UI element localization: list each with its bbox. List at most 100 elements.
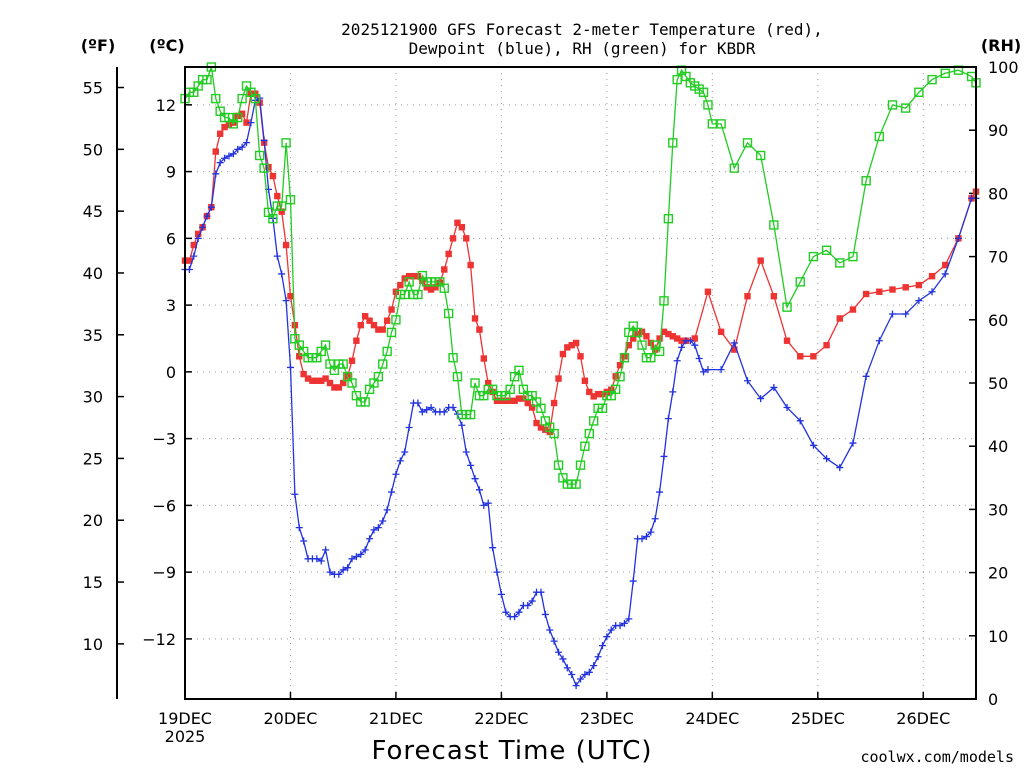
temperature-point	[691, 335, 698, 342]
celsius-tick-label: 3	[166, 296, 176, 315]
temperature-point	[322, 375, 329, 382]
celsius-unit-label: (ºC)	[149, 36, 184, 55]
chart-title-line2: Dewpoint (blue), RH (green) for KBDR	[409, 39, 756, 58]
temperature-point	[564, 344, 571, 351]
dewpoint-point	[941, 270, 949, 278]
fahrenheit-tick-label: 30	[83, 388, 103, 407]
celsius-tick-label: −9	[152, 563, 176, 582]
dewpoint-point	[401, 448, 409, 456]
dewpoint-point	[620, 619, 628, 627]
rh-point	[615, 371, 625, 382]
dewpoint-point	[678, 343, 686, 351]
temperature-point	[836, 315, 843, 322]
dewpoint-point	[493, 568, 501, 576]
temperature-point	[559, 350, 567, 358]
temperature-point	[731, 346, 738, 353]
rh-point	[360, 397, 370, 407]
dewpoint-point	[875, 337, 883, 345]
dewpoint-point	[212, 170, 220, 178]
temperature-point	[660, 328, 668, 336]
temperature-point	[528, 404, 536, 411]
temperature-point	[313, 377, 321, 384]
temperature-point	[423, 284, 430, 291]
temperature-point	[212, 148, 219, 155]
dewpoint-point	[497, 590, 505, 598]
dewpoint-point	[418, 408, 426, 416]
dewpoint-point	[370, 526, 378, 534]
temperature-point	[353, 337, 360, 344]
rh-point	[571, 479, 581, 489]
temperature-point	[441, 266, 448, 273]
dewpoint-point	[286, 363, 294, 371]
rh-point	[553, 460, 564, 470]
dewpoint-point	[691, 341, 699, 349]
temperature-point	[190, 241, 197, 249]
temperature-point	[410, 272, 417, 280]
rh-point	[703, 100, 713, 110]
rh-point	[378, 359, 388, 369]
dewpoint-point	[383, 506, 391, 514]
dewpoint-point	[379, 517, 387, 525]
rh-point	[580, 441, 590, 451]
rh-tick-label: 0	[988, 690, 998, 709]
temperature-point	[247, 90, 255, 97]
rh-point	[835, 258, 845, 268]
dewpoint-point	[344, 564, 352, 572]
temperature-point	[889, 286, 896, 293]
rh-point	[654, 346, 665, 357]
temperature-point	[770, 293, 778, 300]
temperature-point	[524, 399, 531, 407]
rh-point	[338, 359, 348, 369]
rh-point	[549, 428, 559, 439]
dewpoint-point	[273, 252, 281, 260]
temperature-point	[515, 395, 523, 402]
temperature-point	[493, 397, 501, 405]
temperature-point	[467, 261, 474, 269]
dewpoint-point	[546, 626, 554, 634]
dewpoint-point	[229, 150, 237, 158]
dewpoint-point	[190, 252, 198, 260]
dewpoint-point	[388, 488, 396, 496]
dewpoint-point	[928, 288, 936, 296]
temperature-point	[216, 130, 224, 137]
temperature-point	[656, 335, 663, 342]
temperature-point	[269, 172, 277, 180]
dewpoint-point	[581, 671, 589, 679]
temperature-point	[823, 341, 830, 349]
temperature-point	[586, 388, 593, 396]
rh-point	[914, 87, 924, 97]
temperature-point	[862, 290, 870, 298]
temperature-point	[471, 315, 479, 322]
rh-tick-label: 90	[988, 121, 1008, 140]
temperature-point	[194, 230, 202, 238]
rh-point	[659, 296, 669, 306]
dewpoint-point	[686, 337, 694, 345]
rh-point	[584, 428, 594, 439]
rh-point	[404, 277, 414, 287]
rh-line	[184, 66, 977, 485]
dewpoint-point	[537, 588, 545, 596]
dewpoint-point	[954, 234, 962, 242]
temperature-point	[476, 326, 483, 333]
rh-point	[386, 327, 397, 338]
dewpoint-point	[313, 555, 321, 563]
rh-point	[400, 289, 410, 300]
rh-tick-label: 80	[988, 184, 1008, 203]
time-tick-label: 23DEC	[580, 709, 634, 728]
dewpoint-point	[669, 388, 677, 396]
rh-tick-label: 40	[988, 437, 1008, 456]
dewpoint-point	[577, 675, 584, 683]
site-credit: coolwx.com/models	[860, 748, 1014, 766]
rh-point	[668, 138, 678, 148]
dewpoint-point	[515, 608, 523, 616]
dewpoint-point	[568, 671, 576, 679]
dewpoint-point	[238, 143, 246, 151]
dewpoint-point	[414, 399, 422, 407]
rh-point	[536, 403, 546, 413]
plot-frame	[184, 66, 977, 700]
temperature-point	[485, 379, 492, 387]
dewpoint-point	[374, 524, 382, 532]
dewpoint-point	[862, 372, 870, 380]
rh-point	[285, 195, 296, 205]
dewpoint-point	[502, 608, 510, 616]
